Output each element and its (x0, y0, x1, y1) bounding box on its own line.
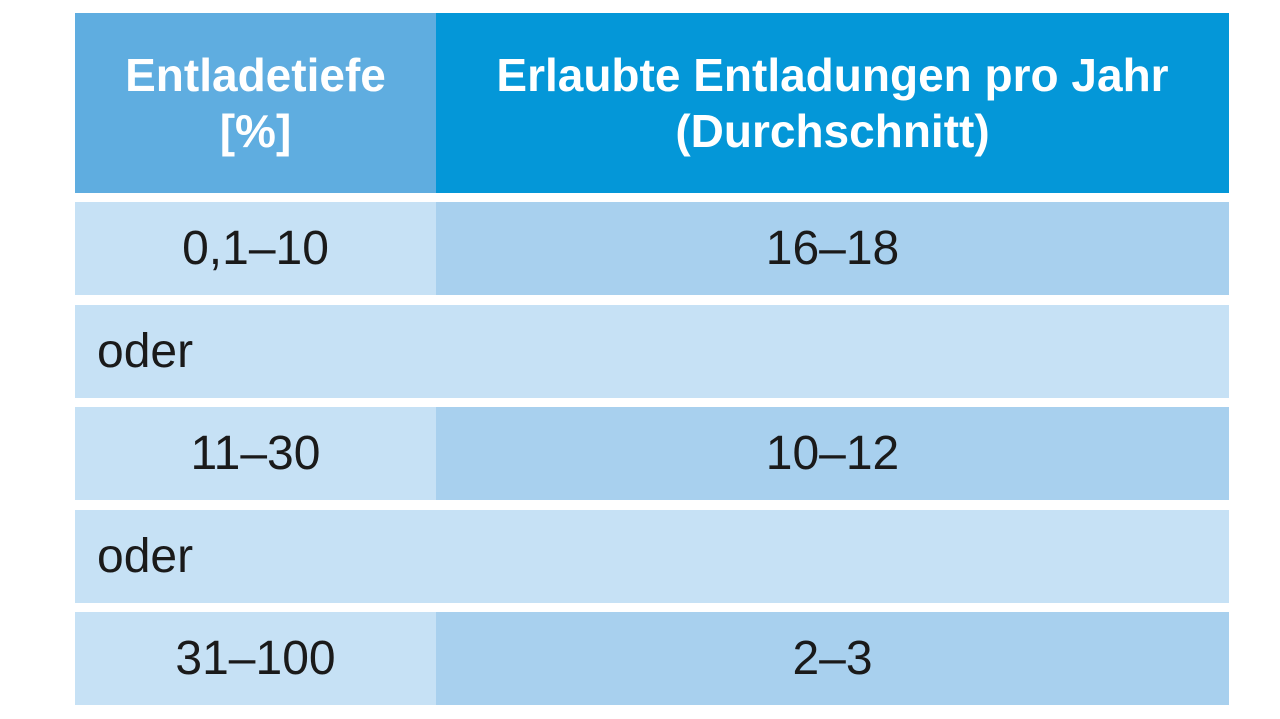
separator-row: oder (75, 510, 1229, 603)
header-depth-unit: [%] (219, 105, 292, 157)
header-depth: Entladetiefe [%] (75, 13, 436, 193)
table-row: 11–30 10–12 (75, 407, 1229, 500)
depth-cell: 0,1–10 (75, 202, 436, 295)
separator-text: oder (75, 510, 1229, 603)
depth-cell: 31–100 (75, 612, 436, 705)
header-depth-title: Entladetiefe (125, 49, 386, 101)
table-row: 0,1–10 16–18 (75, 202, 1229, 295)
header-discharges-note: (Durchschnitt) (675, 105, 990, 157)
discharge-table: Entladetiefe [%] Erlaubte Entladungen pr… (75, 13, 1229, 705)
separator-row: oder (75, 305, 1229, 398)
table-header-row: Entladetiefe [%] Erlaubte Entladungen pr… (75, 13, 1229, 193)
discharges-cell: 2–3 (436, 612, 1229, 705)
discharges-cell: 10–12 (436, 407, 1229, 500)
header-discharges-title: Erlaubte Entladungen pro Jahr (496, 49, 1169, 101)
discharges-cell: 16–18 (436, 202, 1229, 295)
depth-cell: 11–30 (75, 407, 436, 500)
table-row: 31–100 2–3 (75, 612, 1229, 705)
header-discharges: Erlaubte Entladungen pro Jahr (Durchschn… (436, 13, 1229, 193)
separator-text: oder (75, 305, 1229, 398)
